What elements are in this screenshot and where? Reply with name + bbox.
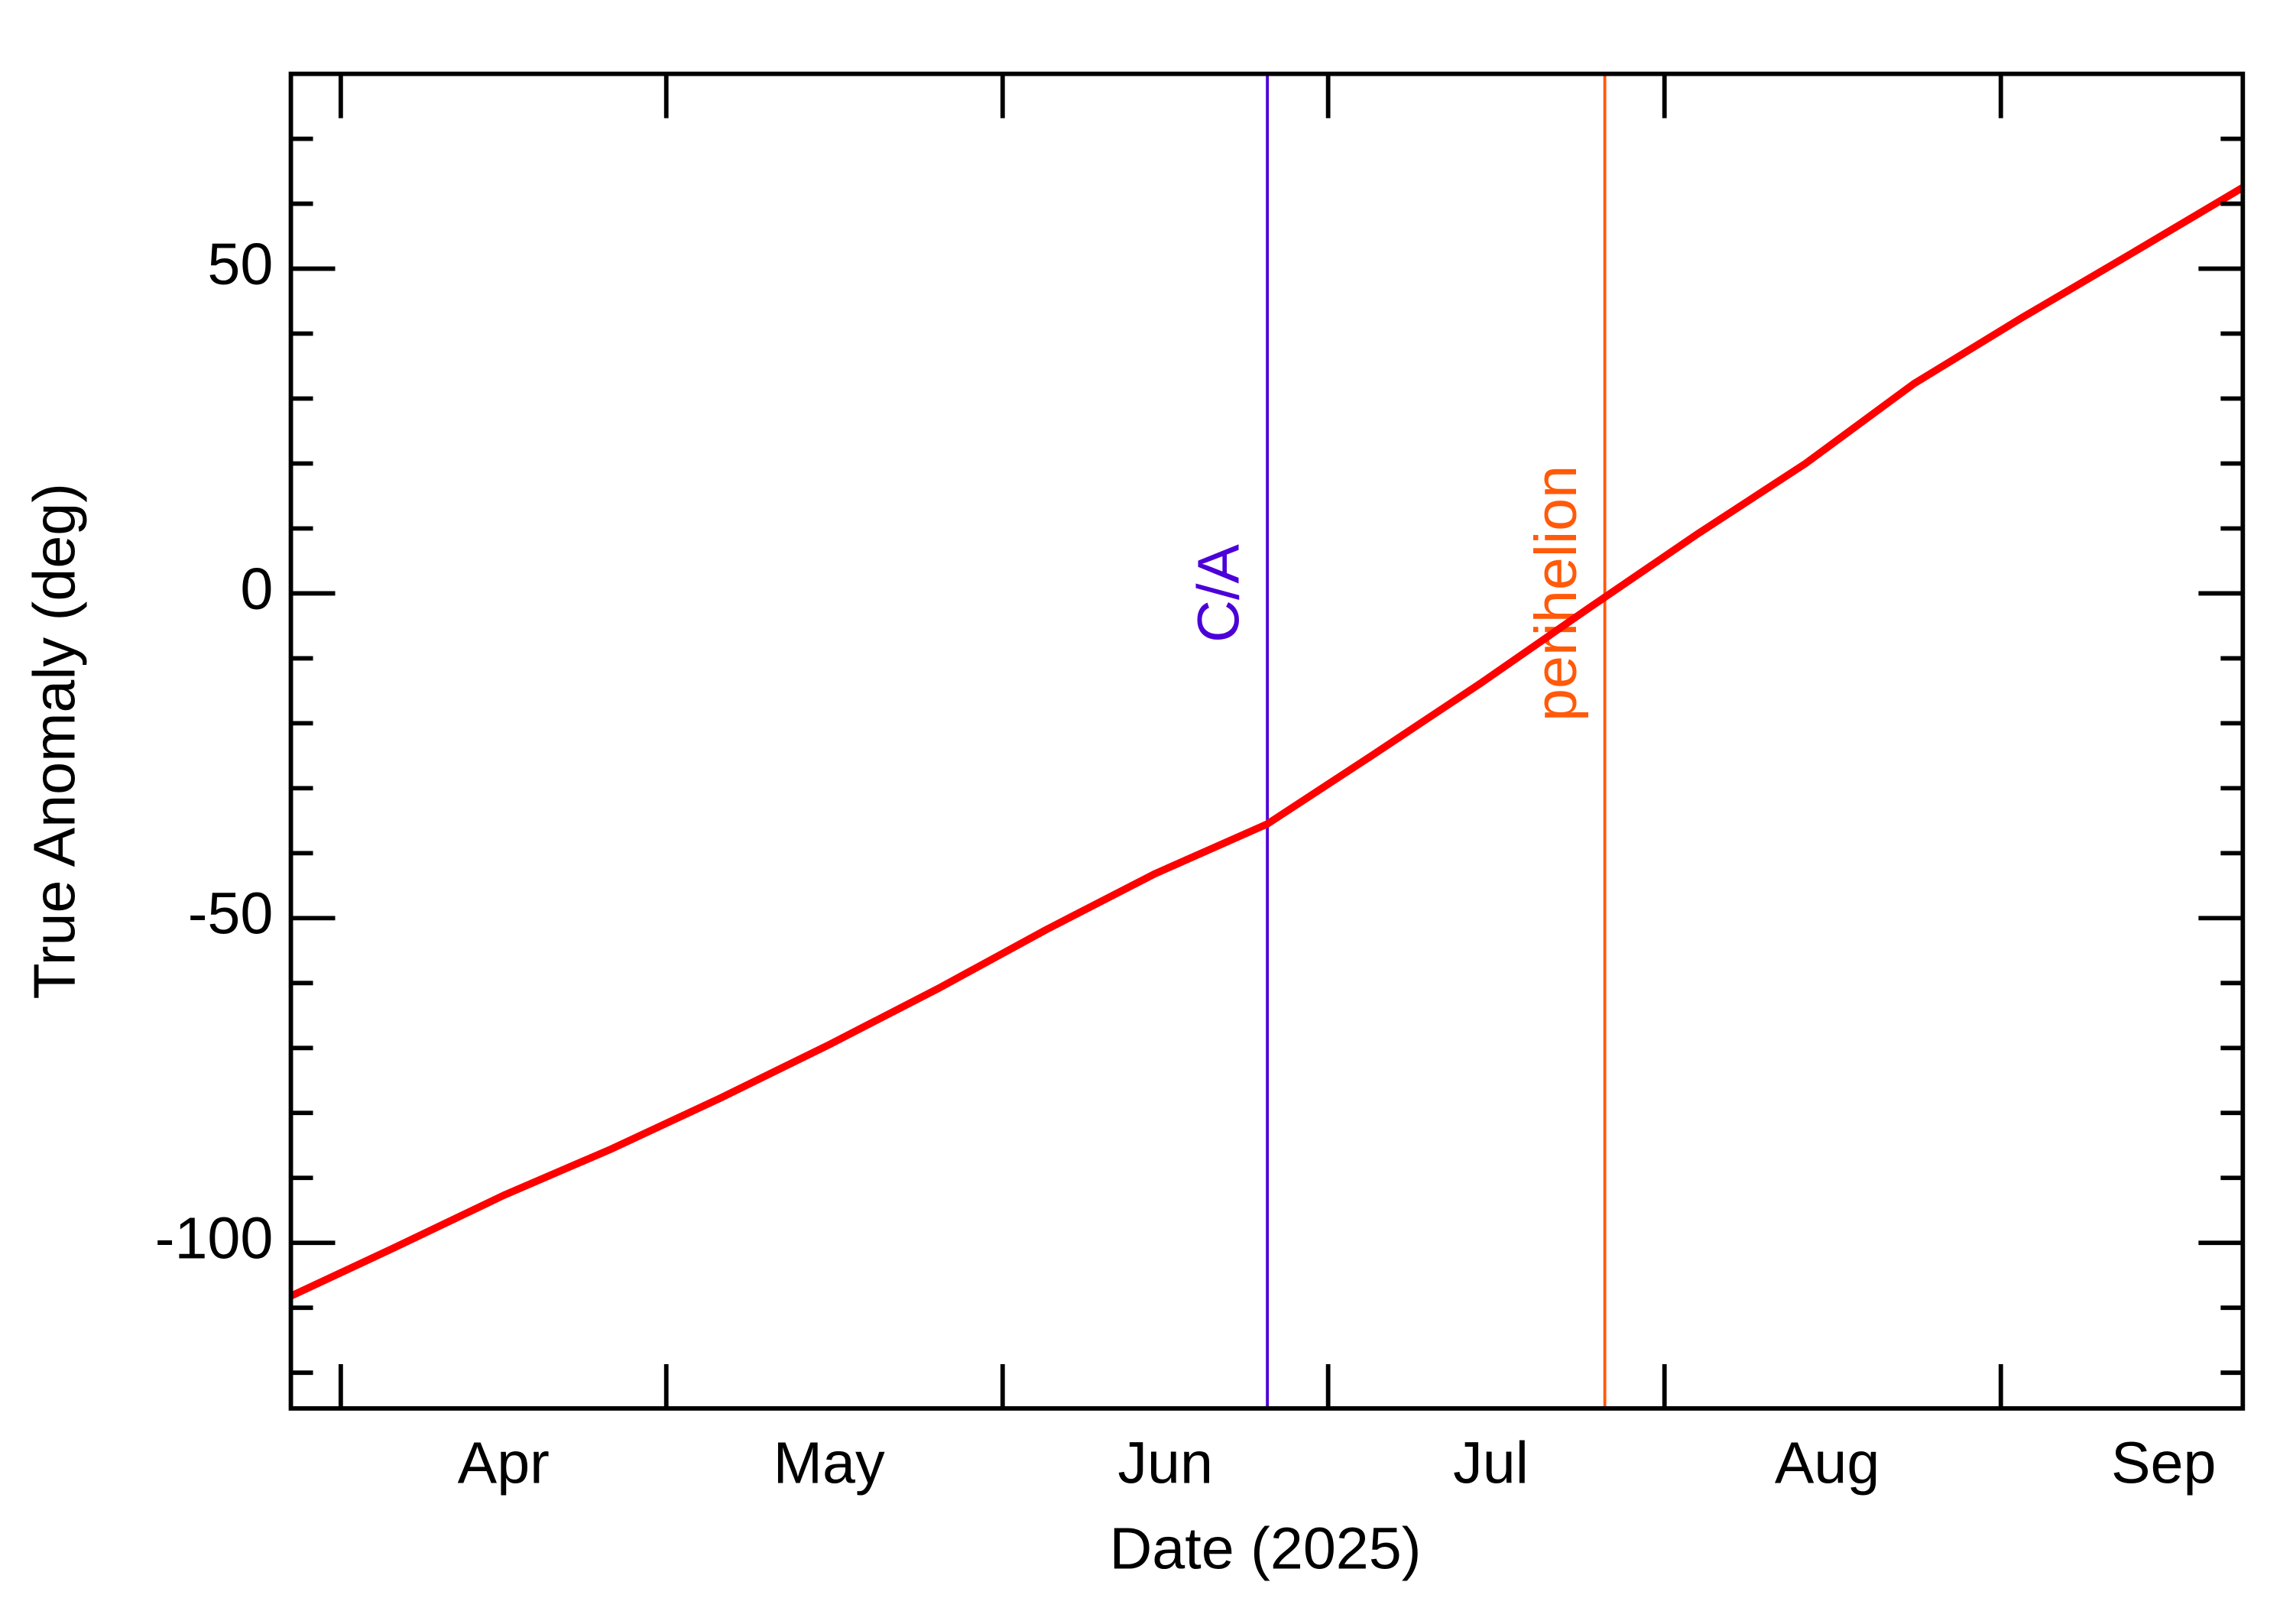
y-tick-label: -50 bbox=[188, 881, 274, 947]
x-tick-label: May bbox=[774, 1431, 885, 1496]
event-label: perihelion bbox=[1523, 465, 1589, 721]
plot-frame bbox=[288, 71, 2246, 1411]
y-tick-label: -100 bbox=[155, 1206, 274, 1272]
x-axis-title: Date (2025) bbox=[1110, 1516, 1422, 1582]
x-tick-label: Aug bbox=[1775, 1431, 1879, 1496]
x-tick-label: Apr bbox=[458, 1431, 550, 1496]
y-axis-title: True Anomaly (deg) bbox=[22, 483, 88, 1000]
x-tick-label: Jul bbox=[1453, 1431, 1529, 1496]
x-tick-label: Sep bbox=[2111, 1431, 2216, 1496]
data-line bbox=[289, 184, 2245, 1300]
y-tick-label: 50 bbox=[207, 232, 273, 297]
y-tick-label: 0 bbox=[240, 556, 273, 622]
x-tick-label: Jun bbox=[1117, 1431, 1213, 1496]
event-label: C/A bbox=[1186, 544, 1252, 643]
